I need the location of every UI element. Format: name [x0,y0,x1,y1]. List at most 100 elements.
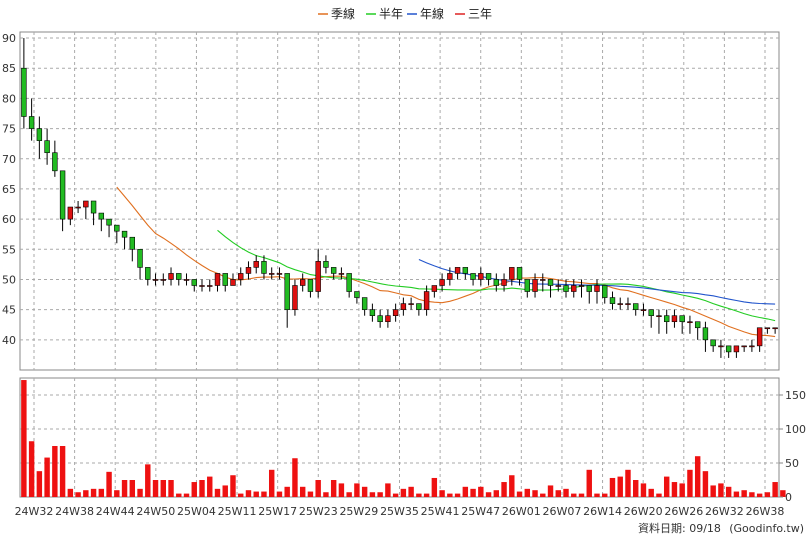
candle-up [83,200,89,208]
candle-up [253,261,259,268]
volume-bar [640,483,647,497]
candle-down [377,315,383,323]
candle-up [594,285,600,292]
candle-up [687,321,693,324]
volume-bars [21,380,786,497]
candle-up [75,206,81,209]
candle-up [733,345,740,353]
price-tick-label: 90 [2,32,16,45]
candle-down [323,261,329,268]
candle-up [392,309,399,316]
volume-bar [36,471,43,497]
volume-bar [478,486,484,497]
volume-bar [284,486,290,497]
volume-bar [330,480,337,497]
candle-up [532,279,538,292]
candle-up [718,345,724,348]
volume-bar [578,493,585,497]
volume-bar [725,486,732,497]
x-tick-label: 25W23 [299,505,338,518]
candle-down [21,67,27,117]
volume-bar [470,488,476,497]
volume-tick-label: 50 [785,457,799,470]
x-tick-label: 26W14 [583,505,622,518]
volume-bar [253,491,259,497]
volume-bar [137,488,143,497]
candle-down [725,345,732,353]
candle-up [385,315,391,323]
volume-bar [702,471,709,497]
candle-up [207,285,213,287]
price-tick-label: 55 [2,243,16,256]
price-tick-label: 75 [2,123,16,136]
x-tick-label: 25W29 [339,505,378,518]
x-tick-label: 26W07 [543,505,582,518]
candle-down [462,267,469,274]
candle-up [625,303,631,305]
candle-up [168,273,174,280]
candle-up [540,279,546,281]
candle-down [121,230,128,238]
legend: 季線 半年 年線 三年 [318,6,492,21]
volume-bar [276,491,283,497]
volume-bar [563,488,569,497]
volume-tick-label: 0 [785,491,792,504]
candle-up [183,279,190,281]
candle-up [509,267,515,280]
volume-bar [268,469,275,497]
volume-bar [261,491,267,497]
footer-source: (Goodinfo.tw) [729,522,804,535]
candle-up [245,267,252,274]
volume-bar [493,490,500,497]
volume-bar [21,380,27,497]
volume-bar [338,483,345,497]
x-tick-label: 25W47 [461,505,500,518]
volume-bar [121,480,128,497]
candle-up [772,327,778,330]
candle-up [656,315,662,317]
volume-bar [602,493,608,497]
price-tick-label: 65 [2,183,16,196]
volume-bar [625,469,631,497]
price-tick-label: 70 [2,153,16,166]
candle-down [52,152,58,172]
x-tick-label: 24W38 [55,505,94,518]
volume-bar [663,476,670,497]
volume-bar [532,490,538,497]
volume-bar [114,490,120,497]
volume-bar [423,493,430,497]
candle-down [114,224,120,232]
volume-bar [671,482,678,497]
candle-up [447,273,453,280]
volume-bar [594,493,600,497]
volume-bar [28,441,35,497]
candle-up [276,273,283,275]
volume-tick-label: 100 [785,423,806,436]
candle-down [307,279,314,292]
x-tick-label: 25W04 [177,505,216,518]
candle-up [439,279,445,286]
x-tick-label: 24W44 [96,505,135,518]
volume-bar [485,492,492,497]
candle-up [292,285,298,310]
volume-bar [586,469,592,497]
volume-bar [447,493,453,497]
x-tick-label: 25W11 [218,505,257,518]
price-tick-label: 85 [2,62,16,75]
volume-bar [439,490,445,497]
candle-down [129,236,136,250]
volume-bar [245,490,252,497]
volume-bar [749,492,755,497]
x-tick-label: 25W17 [258,505,297,518]
candle-down [145,267,151,280]
candle-up [756,327,763,347]
candle-up [555,285,561,287]
volume-bar [59,446,66,497]
volume-bar [416,493,422,497]
volume-bar [129,480,136,497]
volume-bar [214,488,221,497]
volume-bar [191,482,197,497]
volume-bar [176,493,182,497]
candle-down [679,315,685,323]
volume-bar [98,488,105,497]
